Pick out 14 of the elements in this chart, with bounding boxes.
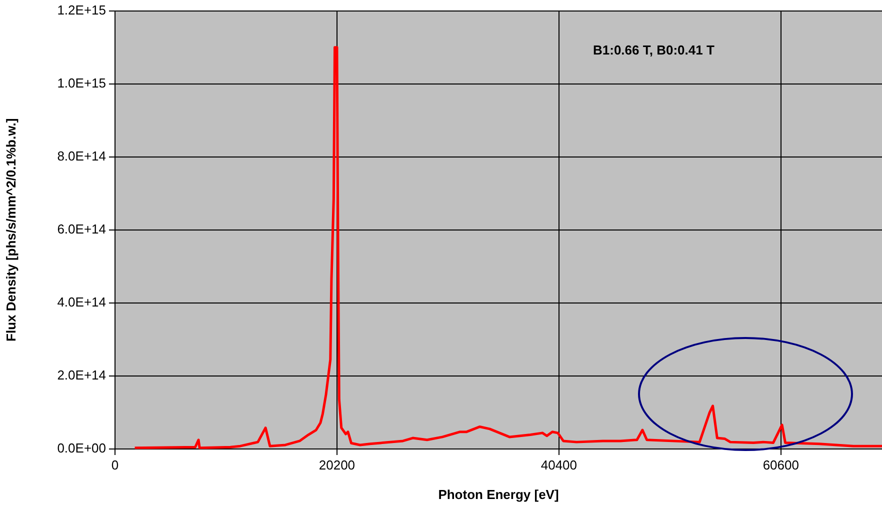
- y-tick-label: 8.0E+14: [57, 148, 106, 164]
- x-tick-label: 60600: [762, 457, 799, 472]
- y-tick-label: 6.0E+14: [57, 221, 106, 236]
- y-axis-title: Flux Density [phs/s/mm^2/0.1%b.w.]: [3, 118, 18, 342]
- y-tick-label: 1.0E+15: [57, 75, 106, 90]
- y-tick-label: 0.0E+00: [57, 440, 106, 456]
- x-tick-label: 20200: [318, 457, 356, 472]
- y-tick-label: 2.0E+14: [57, 368, 106, 383]
- annotation: B1:0.66 T, B0:0.41 T: [593, 42, 714, 58]
- y-tick-label: 1.2E+15: [57, 2, 106, 18]
- x-axis-title: Photon Energy [eV]: [438, 486, 559, 502]
- y-tick-label: 4.0E+14: [57, 294, 106, 310]
- x-tick-label: 0: [111, 457, 119, 472]
- x-tick-label: 40400: [540, 457, 578, 472]
